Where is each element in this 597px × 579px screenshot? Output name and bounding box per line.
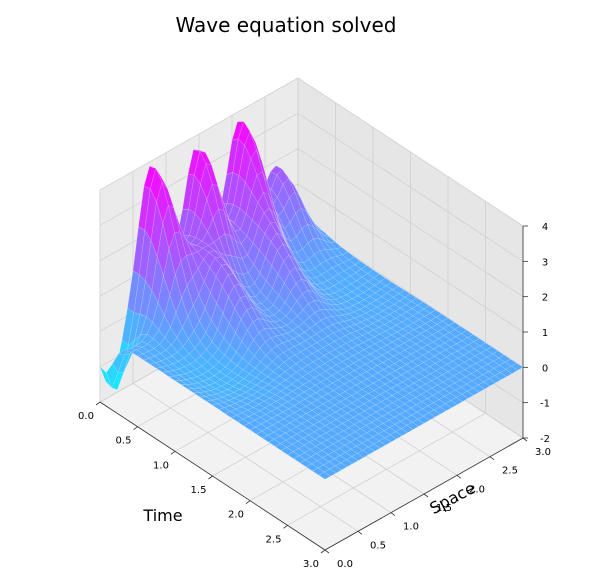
y-tick-label: 1.5 [436, 503, 452, 514]
y-tick-mark [357, 531, 363, 535]
surface-patch [395, 428, 408, 437]
x-tick-mark [170, 451, 176, 455]
x-tick-mark [208, 475, 213, 480]
z-tick-label: -2 [540, 434, 550, 445]
y-tick-mark [423, 493, 429, 498]
y-tick-label: 3.0 [535, 447, 551, 458]
y-tick-mark [390, 512, 396, 516]
x-tick-label: 0.0 [78, 411, 94, 422]
y-tick-label: 0.5 [370, 540, 386, 551]
x-tick-label: 2.0 [228, 510, 244, 521]
axis-ticks: 0.0 0.5 1.0 1.5 2.0 2.5 3.0 0.0 0.5 1.0 1.5 2.0 2.5 3… [78, 222, 551, 570]
x-tick-mark [320, 549, 326, 554]
z-tick-label: 2 [542, 293, 548, 304]
z-tick-label: 3 [542, 257, 548, 268]
x-tick-label: 3.0 [303, 559, 319, 570]
surface-patch [444, 400, 458, 409]
surface-patch [466, 387, 480, 396]
z-tick-label: 1 [542, 328, 548, 339]
y-tick-label: 2.5 [502, 466, 518, 477]
z-gridline [99, 77, 524, 227]
y-tick-label: 0.0 [337, 559, 353, 570]
surface-plot [99, 121, 524, 480]
z-tick-label: 0 [542, 363, 548, 374]
x-tick-mark [245, 500, 251, 504]
x-tick-mark [95, 401, 101, 406]
y-tick-mark [489, 456, 495, 460]
x-tick-mark [133, 426, 138, 430]
x-tick-label: 2.5 [266, 534, 282, 545]
z-tick-label: 4 [542, 222, 548, 233]
y-tick-mark [324, 549, 330, 554]
y-tick-label: 1.0 [403, 522, 419, 533]
x-axis-label: Time [142, 506, 182, 525]
x-tick-label: 1.5 [191, 485, 207, 496]
y-tick-label: 2.0 [469, 484, 485, 495]
surface-patch [345, 456, 359, 465]
surface-patch [494, 372, 507, 381]
surface-patch [367, 443, 381, 452]
y-tick-mark [456, 475, 462, 479]
x-tick-label: 1.0 [153, 460, 169, 471]
x-tick-label: 0.5 [116, 436, 132, 447]
y-tick-mark [522, 437, 528, 442]
z-tick-label: -1 [540, 399, 550, 410]
x-tick-mark [283, 525, 288, 529]
surface-patch [318, 471, 331, 480]
chart-title: Wave equation solved [176, 13, 397, 37]
surface-patch [417, 415, 430, 424]
